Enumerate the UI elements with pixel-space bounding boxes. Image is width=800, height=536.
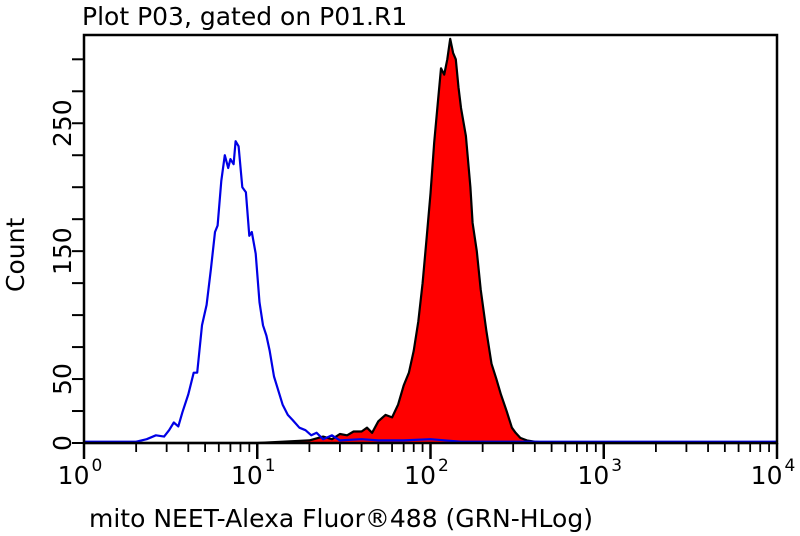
y-tick-label: 50	[48, 363, 77, 395]
x-tick-label: 10 0	[58, 456, 103, 490]
y-axis-label: Count	[1, 218, 30, 292]
x-tick-label: 10 1	[231, 456, 276, 490]
series-line-isotype-control	[84, 140, 777, 443]
x-axis-label: mito NEET-Alexa Fluor®488 (GRN-HLog)	[89, 504, 593, 533]
y-axis: 0 50 150 250	[48, 58, 84, 451]
y-tick-label: 250	[48, 99, 77, 147]
x-tick-label: 10 4	[751, 456, 796, 490]
series-fill-mito-NEET-stained	[84, 38, 777, 444]
chart-title: Plot P03, gated on P01.R1	[82, 2, 407, 31]
y-tick-label: 0	[48, 435, 77, 451]
series-line-mito-NEET-stained	[84, 37, 777, 445]
plot-area	[84, 37, 777, 445]
x-axis: 10 0 10 1 10 2 10 3 10 4	[58, 443, 796, 490]
x-tick-label: 10 2	[404, 456, 449, 490]
x-tick-label: 10 3	[577, 456, 622, 490]
y-tick-label: 150	[48, 227, 77, 275]
